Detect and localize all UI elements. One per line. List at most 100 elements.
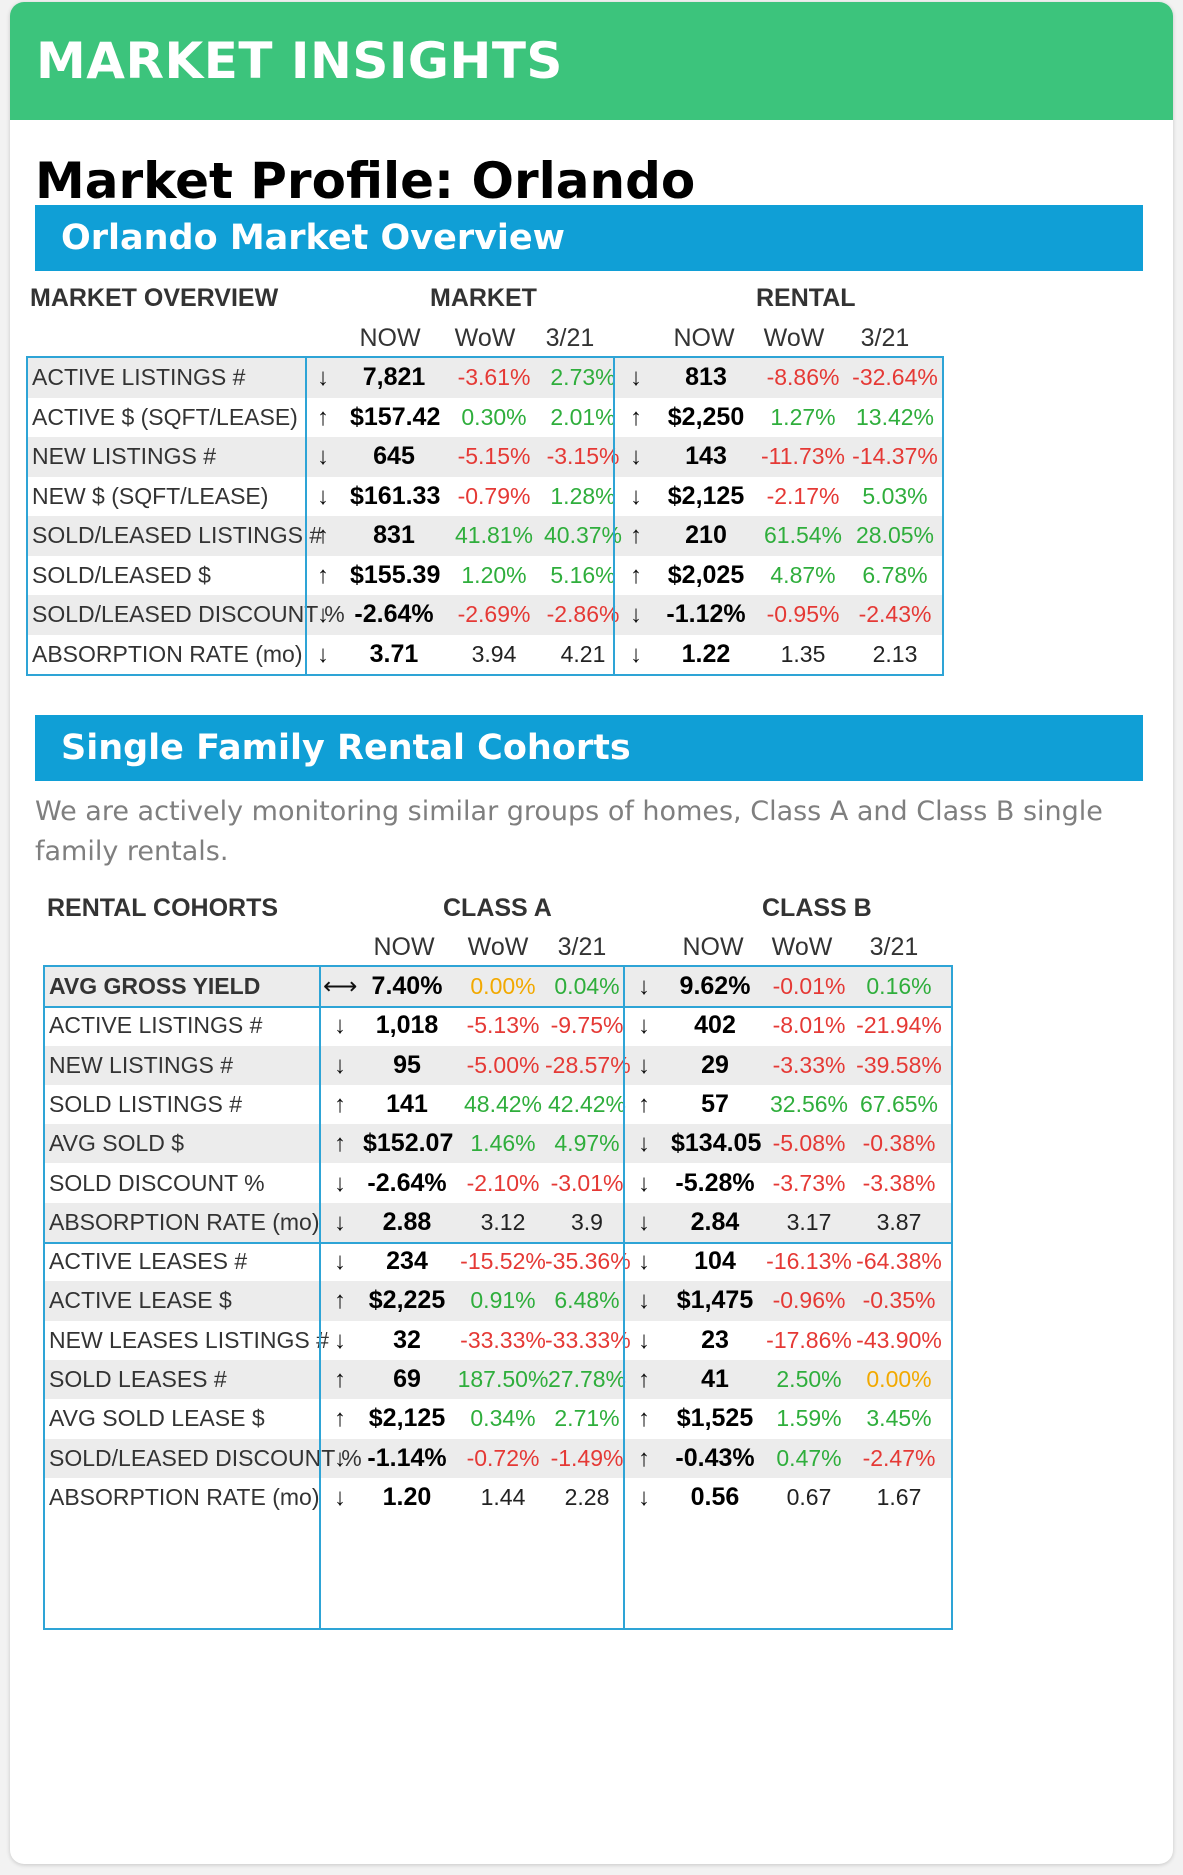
left-now-value: -2.64%	[367, 1168, 447, 1197]
left-now-value: -1.14%	[367, 1443, 447, 1472]
cohorts-section-title: Single Family Rental Cohorts	[61, 728, 631, 768]
right-since-321-change: -64.38%	[856, 1248, 942, 1275]
row-label: NEW LEASES LISTINGS #	[49, 1326, 329, 1353]
right-now-value: 143	[685, 442, 727, 470]
column-divider	[613, 358, 615, 674]
table-row: SOLD/LEASED LISTINGS # ↑ 831 41.81% 40.37% ↑ 2…	[28, 516, 942, 556]
cohorts-sub-now-a: NOW	[373, 933, 435, 961]
table-row: ACTIVE LEASE $ ↑ $2,225 0.91% 6.48% ↓ $1,475 -0…	[45, 1281, 951, 1321]
right-trend-arrow: ↓	[638, 1130, 650, 1158]
overview-sub-321-market: 3/21	[545, 324, 595, 352]
left-now-value: 32	[393, 1325, 421, 1354]
overview-sub-wow-rental: WoW	[763, 324, 825, 352]
left-wow-change: -5.13%	[466, 1012, 540, 1039]
overview-sub-now-rental: NOW	[673, 324, 735, 352]
left-now-value: $155.39	[350, 560, 441, 589]
left-since-321-change: 2.71%	[554, 1405, 620, 1432]
right-trend-arrow: ↑	[638, 1444, 650, 1472]
row-label: NEW LISTINGS #	[49, 1051, 234, 1078]
right-now-value: 402	[694, 1011, 736, 1040]
right-now-value: 210	[685, 521, 727, 549]
right-wow-change: -17.86%	[766, 1326, 852, 1353]
table-row: ABSORPTION RATE (mo) ↓ 1.20 1.44 2.28 ↓ 0.56 0.…	[45, 1478, 951, 1517]
left-since-321-change: -9.75%	[550, 1012, 624, 1039]
right-wow-change: -0.96%	[772, 1287, 846, 1314]
right-wow-change: -5.08%	[772, 1130, 846, 1157]
row-label: AVG GROSS YIELD	[49, 973, 261, 999]
market-insights-card: MARKET INSIGHTS Market Profile: Orlando …	[10, 2, 1173, 1864]
right-wow-change: -8.86%	[766, 364, 840, 390]
right-since-321-change: -2.47%	[862, 1444, 936, 1471]
left-wow-change: 1.20%	[461, 561, 527, 588]
left-now-value: 7,821	[362, 363, 426, 391]
banner-title: MARKET INSIGHTS	[36, 32, 563, 90]
left-trend-arrow: ↓	[317, 640, 329, 668]
left-wow-change: -5.00%	[466, 1051, 540, 1078]
right-since-321-change: 3.87	[876, 1208, 922, 1235]
left-now-value: 831	[373, 521, 415, 549]
left-wow-change: -3.61%	[457, 364, 531, 390]
right-wow-change: 0.47%	[776, 1444, 842, 1471]
left-wow-change: -15.52%	[460, 1248, 546, 1275]
cohorts-sub-now-b: NOW	[682, 933, 744, 961]
left-now-value: $2,125	[368, 1404, 446, 1433]
row-label: SOLD LISTINGS #	[49, 1090, 243, 1117]
right-now-value: 813	[685, 363, 727, 391]
left-trend-arrow: ⟷	[323, 973, 358, 1000]
right-trend-arrow: ↓	[630, 640, 642, 668]
left-now-value: 141	[386, 1089, 428, 1118]
right-trend-arrow: ↑	[630, 403, 642, 431]
left-since-321-change: 4.97%	[554, 1130, 620, 1157]
row-label: ABSORPTION RATE (mo)	[32, 640, 303, 667]
right-trend-arrow: ↓	[638, 1208, 650, 1236]
table-row: AVG SOLD LEASE $ ↑ $2,125 0.34% 2.71% ↑ $1,525…	[45, 1399, 951, 1438]
cohorts-sub-321-b: 3/21	[869, 933, 919, 961]
left-since-321-change: 6.48%	[554, 1287, 620, 1314]
right-trend-arrow: ↓	[630, 443, 642, 470]
right-wow-change: -16.13%	[766, 1248, 852, 1275]
row-label: NEW $ (SQFT/LEASE)	[32, 482, 269, 509]
left-since-321-change: -2.86%	[546, 601, 620, 627]
right-trend-arrow: ↑	[638, 1090, 650, 1118]
right-trend-arrow: ↓	[638, 1248, 650, 1276]
cohorts-sub-wow-a: WoW	[467, 933, 529, 961]
left-now-value: 7.40%	[371, 972, 443, 1000]
right-now-value: $2,250	[667, 402, 745, 431]
left-wow-change: 41.81%	[454, 522, 533, 548]
table-row: NEW LISTINGS # ↓ 645 -5.15% -3.15% ↓ 143 -11.73…	[28, 437, 942, 477]
left-since-321-change: 4.21	[560, 640, 606, 667]
left-trend-arrow: ↑	[317, 522, 329, 549]
left-wow-change: -0.72%	[466, 1444, 540, 1471]
column-divider	[305, 358, 307, 674]
row-label: ACTIVE LEASES #	[49, 1248, 248, 1275]
left-trend-arrow: ↓	[334, 1012, 346, 1040]
right-trend-arrow: ↑	[630, 522, 642, 549]
cohorts-group-class-b: CLASS B	[762, 894, 872, 922]
left-since-321-change: 27.78%	[547, 1366, 626, 1392]
right-wow-change: 32.56%	[769, 1090, 848, 1117]
row-label: AVG SOLD LEASE $	[49, 1405, 265, 1432]
left-since-321-change: -3.15%	[546, 443, 620, 469]
left-trend-arrow: ↓	[334, 1248, 346, 1276]
table-row: SOLD/LEASED $ ↑ $155.39 1.20% 5.16% ↑ $2,025 4.…	[28, 556, 942, 596]
row-label: SOLD/LEASED DISCOUNT %	[32, 601, 345, 627]
table-row: SOLD/LEASED DISCOUNT % ↓ -1.14% -0.72% -1.49…	[45, 1438, 951, 1478]
right-now-value: $2,125	[667, 481, 745, 510]
overview-label-header: MARKET OVERVIEW	[30, 284, 279, 312]
right-since-321-change: -0.35%	[862, 1287, 936, 1314]
left-trend-arrow: ↓	[334, 1051, 346, 1079]
left-wow-change: 48.42%	[463, 1090, 542, 1117]
right-since-321-change: 0.00%	[866, 1366, 932, 1392]
left-trend-arrow: ↑	[334, 1405, 346, 1433]
right-trend-arrow: ↑	[630, 561, 642, 589]
right-now-value: $1,475	[676, 1286, 754, 1315]
right-now-value: -0.43%	[675, 1443, 755, 1472]
right-since-321-change: -43.90%	[856, 1326, 942, 1353]
right-since-321-change: -14.37%	[852, 443, 938, 469]
right-since-321-change: -32.64%	[852, 364, 938, 390]
table-row: NEW $ (SQFT/LEASE) ↓ $161.33 -0.79% 1.28% ↓ $2…	[28, 477, 942, 517]
right-wow-change: 1.35	[780, 640, 826, 667]
right-now-value: $134.05	[671, 1129, 762, 1158]
table-row: AVG SOLD $ ↑ $152.07 1.46% 4.97% ↓ $134.05 -5.0…	[45, 1124, 951, 1164]
left-now-value: $161.33	[350, 481, 441, 510]
